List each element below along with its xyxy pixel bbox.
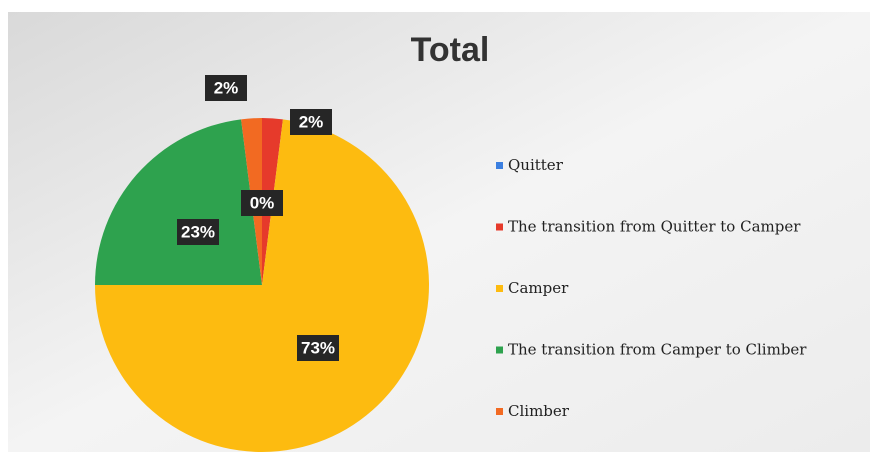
legend-swatch	[496, 223, 503, 231]
value-label: 73%	[301, 338, 335, 357]
legend-swatch	[496, 408, 503, 415]
value-label: 0%	[250, 193, 275, 212]
value-label: 23%	[181, 222, 215, 241]
value-label-box	[290, 109, 332, 135]
value-label-box	[205, 75, 247, 101]
value-label-box	[297, 335, 339, 361]
legend-swatch	[496, 162, 503, 169]
pie-slice	[95, 119, 430, 453]
legend-swatch	[496, 285, 503, 292]
legend-label: The transition from Quitter to Camper	[508, 218, 801, 236]
value-label-box	[177, 219, 219, 245]
legend-label: Camper	[508, 279, 569, 297]
legend-swatch	[496, 346, 503, 354]
value-label: 2%	[214, 78, 239, 97]
value-label-box	[241, 190, 283, 216]
legend-label: The transition from Camper to Climber	[508, 341, 807, 359]
legend-label: Quitter	[508, 156, 564, 174]
value-label: 2%	[299, 112, 324, 131]
chart-title: Total	[411, 31, 490, 69]
pie-slice	[95, 119, 262, 286]
legend-label: Climber	[508, 402, 570, 420]
